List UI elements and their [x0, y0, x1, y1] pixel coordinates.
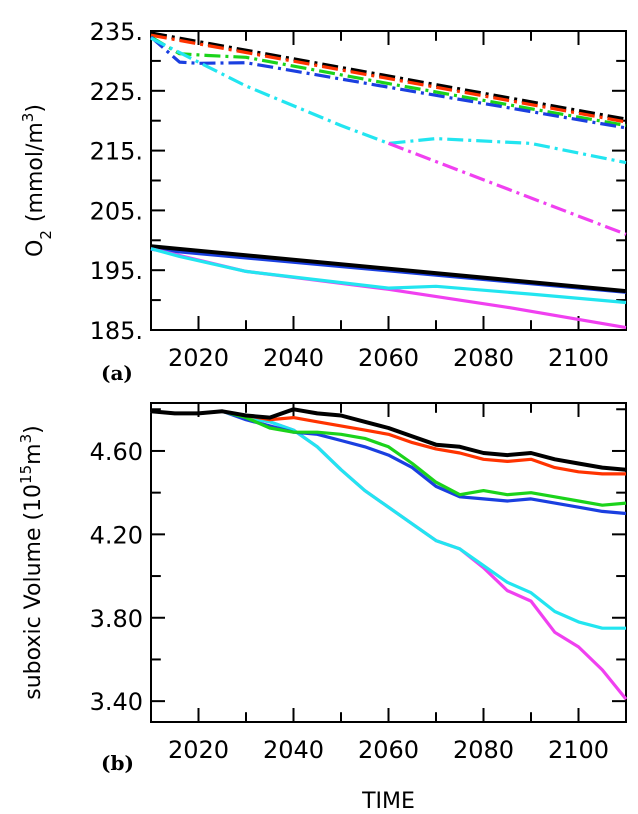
x-axis-title: TIME	[361, 789, 415, 814]
y-tick-label: 3.80	[90, 605, 143, 633]
series-line-solid-red	[150, 409, 626, 476]
y-tick-label: 3.40	[90, 688, 143, 716]
y-title-superscript-2: 3	[17, 434, 35, 444]
y-tick-label: 4.20	[90, 521, 143, 549]
x-tick-label: 2020	[168, 344, 229, 372]
y-title-unit: (mmol/m	[23, 122, 48, 222]
y-title-mid: m	[21, 443, 46, 464]
series-group	[150, 407, 628, 701]
series-line-dashdot-magenta	[387, 141, 627, 236]
x-tick-label: 2080	[453, 344, 514, 372]
x-axis: 2020 2040 2060 2080 2100	[150, 403, 627, 764]
y-title-subscript: 2	[37, 230, 55, 240]
panel-a-o2-chart: 2020 2040 2060 2080 2100 185. 195. 205. 215. 225.…	[19, 18, 627, 385]
x-tick-label: 2100	[548, 344, 609, 372]
series-line-dashdot-red	[150, 33, 627, 124]
series-line-solid-black	[150, 407, 627, 472]
x-axis: 2020 2040 2060 2080 2100	[150, 31, 627, 372]
x-tick-label: 2060	[358, 344, 419, 372]
panel-label: (a)	[101, 361, 133, 385]
x-tick-label: 2060	[358, 736, 419, 764]
y-axis-title: O2 (mmol/m3)	[19, 104, 55, 257]
y-tick-label: 195.	[90, 257, 143, 285]
y-axis: 185. 195. 205. 215. 225. 235.	[90, 18, 626, 345]
series-line-solid-cyan	[150, 247, 627, 305]
panel-label: (b)	[101, 751, 134, 775]
y-tick-label: 205.	[90, 197, 143, 225]
y-title-superscript: 15	[17, 465, 35, 484]
y-tick-label: 4.60	[90, 438, 143, 466]
x-tick-label: 2080	[453, 736, 514, 764]
series-line-solid-cyan	[150, 409, 626, 630]
y-title-superscript: 3	[19, 113, 37, 123]
y-title-main: O	[23, 240, 48, 257]
x-tick-label: 2040	[263, 344, 324, 372]
panel-b-suboxic-volume-chart: 2020 2040 2060 2080 2100 3.40 3.80 4.20 4.60 (b) s…	[17, 402, 628, 814]
y-tick-label: 215.	[90, 138, 143, 166]
plot-frame	[150, 402, 627, 723]
x-tick-label: 2040	[263, 736, 324, 764]
series-line-dashdot-green	[150, 35, 627, 128]
series-line-solid-black	[150, 244, 627, 294]
x-tick-label: 2100	[548, 736, 609, 764]
y-title-close: )	[21, 425, 46, 434]
y-tick-label: 225.	[90, 78, 143, 106]
y-tick-label: 185.	[90, 317, 143, 345]
series-group	[149, 31, 627, 330]
series-line-dashdot-blue	[149, 35, 627, 130]
y-axis-title: suboxic Volume (1015m3)	[17, 425, 46, 699]
y-title-main: suboxic Volume (10	[21, 484, 46, 700]
y-tick-label: 235.	[90, 18, 143, 46]
y-title-close: )	[23, 104, 48, 113]
series-line-dashdot-black	[150, 31, 627, 122]
x-tick-label: 2020	[168, 736, 229, 764]
y-axis: 3.40 3.80 4.20 4.60	[90, 408, 626, 716]
